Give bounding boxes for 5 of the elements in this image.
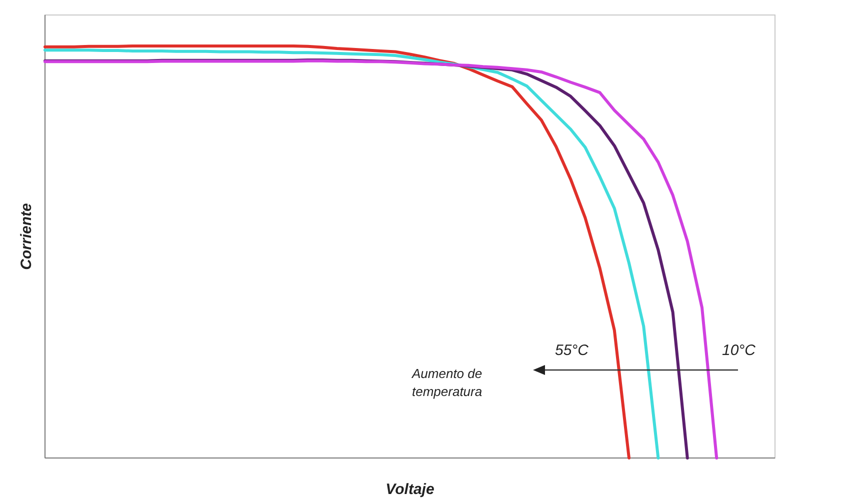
y-axis-title: Corriente xyxy=(18,203,35,270)
x-axis-title: Voltaje xyxy=(386,481,434,498)
annotation: Aumento de temperatura xyxy=(411,366,482,399)
annotation: 10°C xyxy=(722,342,756,359)
annotation: 55°C xyxy=(555,342,589,359)
